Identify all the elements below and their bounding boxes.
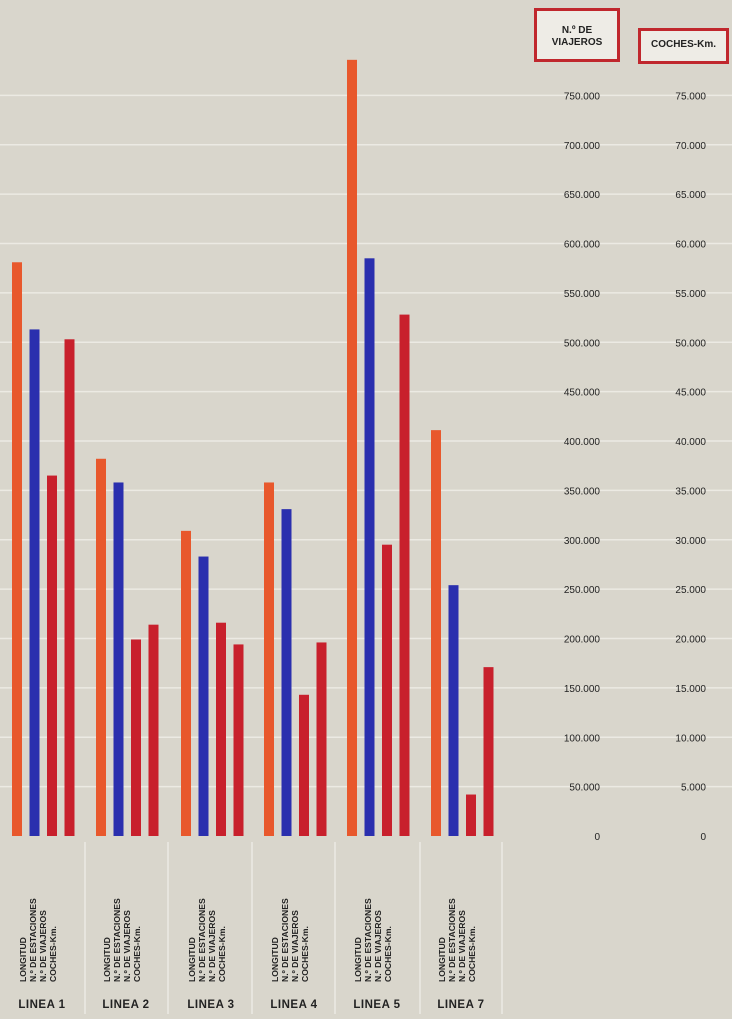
left-axis-tick-label: 600.000 (564, 240, 601, 251)
right-axis-tick-label: 35.000 (675, 486, 706, 497)
right-axis-tick-label: 5.000 (681, 783, 706, 794)
category-label: LINEA 5 (353, 999, 400, 1011)
left-axis-tick-label: 500.000 (564, 338, 601, 349)
bar-label: N.º DE VIAJEROS (122, 910, 132, 982)
bar-label: N.º DE VIAJEROS (207, 910, 217, 982)
left-axis-tick-label: 700.000 (564, 141, 601, 152)
right-axis-tick-label: 10.000 (675, 733, 706, 744)
bar (12, 262, 22, 836)
right-axis-tick-label: 55.000 (675, 289, 706, 300)
bar-label: N.º DE ESTACIONES (197, 898, 207, 982)
bar-label: COCHES-Km. (300, 926, 310, 982)
left-axis-tick-label: 400.000 (564, 437, 601, 448)
bar-label: N.º DE ESTACIONES (363, 898, 373, 982)
bar (316, 642, 327, 836)
bar (47, 475, 57, 836)
bar-label: N.º DE ESTACIONES (280, 898, 290, 982)
bar (113, 482, 124, 836)
bar (131, 639, 141, 836)
category-label: LINEA 1 (18, 999, 65, 1011)
bar (399, 314, 410, 837)
bar-label: N.º DE ESTACIONES (112, 898, 122, 982)
bar-label: LONGITUD (437, 937, 447, 982)
bar (181, 530, 191, 836)
right-axis-tick-label: 15.000 (675, 684, 706, 695)
bar-label: COCHES-Km. (48, 926, 58, 982)
left-axis-tick-label: 150.000 (564, 684, 601, 695)
left-axis-tick-label: 250.000 (564, 585, 601, 596)
right-axis-tick-label: 45.000 (675, 388, 706, 399)
bar-label: N.º DE VIAJEROS (373, 910, 383, 982)
bar-label: LONGITUD (270, 937, 280, 982)
bar (29, 329, 40, 836)
left-axis-tick-label: 300.000 (564, 536, 601, 547)
bar (198, 556, 209, 836)
category-label: LINEA 4 (270, 999, 317, 1011)
bar-label: LONGITUD (353, 937, 363, 982)
bar (216, 622, 226, 836)
bar (466, 794, 476, 836)
left-axis-title-line-2: VIAJEROS (551, 37, 603, 48)
right-axis-tick-label: 75.000 (675, 91, 706, 102)
category-label: LINEA 2 (102, 999, 149, 1011)
bar (483, 667, 494, 836)
bar-label: N.º DE VIAJEROS (38, 910, 48, 982)
bar (264, 482, 274, 836)
right-axis-tick-label: 50.000 (675, 338, 706, 349)
left-axis-title: N.º DE VIAJEROS (534, 8, 620, 62)
bar (281, 509, 292, 836)
right-axis-tick-label: 25.000 (675, 585, 706, 596)
left-axis-tick-label: 450.000 (564, 388, 601, 399)
bar (431, 430, 441, 836)
left-axis-tick-label: 200.000 (564, 635, 601, 646)
right-axis-tick-label: 30.000 (675, 536, 706, 547)
left-axis-tick-label: 750.000 (564, 91, 601, 102)
bar (448, 585, 459, 836)
bar-label: LONGITUD (18, 937, 28, 982)
right-axis-tick-label: 20.000 (675, 635, 706, 646)
bar (64, 339, 75, 836)
bar (233, 644, 244, 836)
bar (347, 59, 357, 836)
bar-label: COCHES-Km. (132, 926, 142, 982)
bar (364, 258, 375, 836)
bar-label: LONGITUD (187, 937, 197, 982)
bar-label: LONGITUD (102, 937, 112, 982)
bar-label: N.º DE VIAJEROS (457, 910, 467, 982)
left-axis-tick-label: 550.000 (564, 289, 601, 300)
right-axis-tick-label: 70.000 (675, 141, 706, 152)
bar (96, 458, 106, 836)
bar-label: COCHES-Km. (217, 926, 227, 982)
bar-label: N.º DE ESTACIONES (28, 898, 38, 982)
bar-label: COCHES-Km. (383, 926, 393, 982)
left-axis-tick-label: 100.000 (564, 733, 601, 744)
bar-label: COCHES-Km. (467, 926, 477, 982)
right-axis-tick-label: 60.000 (675, 240, 706, 251)
left-axis-title-line-1: N.º DE (561, 25, 593, 36)
left-axis-tick-label: 0 (594, 832, 600, 843)
left-axis-tick-label: 650.000 (564, 190, 601, 201)
bar (148, 624, 159, 836)
category-label: LINEA 3 (187, 999, 234, 1011)
left-axis-tick-label: 350.000 (564, 486, 601, 497)
right-axis-tick-label: 40.000 (675, 437, 706, 448)
right-axis-tick-label: 0 (700, 832, 706, 843)
right-axis-tick-label: 65.000 (675, 190, 706, 201)
bar (382, 544, 392, 836)
left-axis-tick-label: 50.000 (569, 783, 600, 794)
bar-label: N.º DE ESTACIONES (447, 898, 457, 982)
bar (299, 694, 309, 836)
right-axis-title: COCHES-Km. (638, 28, 729, 64)
category-label: LINEA 7 (437, 999, 484, 1011)
bar-label: N.º DE VIAJEROS (290, 910, 300, 982)
